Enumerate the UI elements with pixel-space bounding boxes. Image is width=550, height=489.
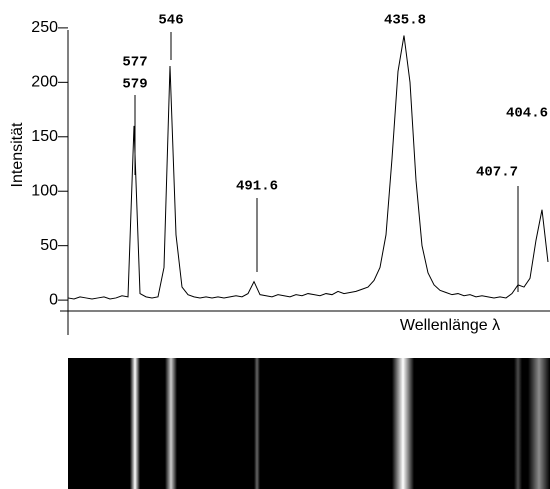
peak-label: 435.8 — [384, 13, 426, 29]
peak-label: 577 — [122, 55, 147, 71]
spectrum-image — [68, 358, 550, 489]
y-tick-label: 50 — [40, 237, 58, 254]
peak-label: 404.6 — [506, 106, 548, 122]
chart: Intensität Wellenlänge λ 0 50 100 150 200 250… — [0, 0, 550, 489]
peak-label: 546 — [158, 13, 183, 29]
y-tick-label: 100 — [31, 182, 58, 199]
peak-label: 407.7 — [476, 165, 518, 181]
y-tick-label: 0 — [49, 291, 58, 308]
peak-label: 579 — [122, 77, 147, 93]
y-tick-label: 250 — [31, 19, 58, 36]
y-axis-label: Intensität — [9, 122, 26, 187]
peak-label: 491.6 — [236, 179, 278, 195]
y-tick-label: 150 — [31, 128, 58, 145]
x-axis-label: Wellenlänge λ — [400, 317, 500, 334]
y-tick-label: 200 — [31, 74, 58, 91]
